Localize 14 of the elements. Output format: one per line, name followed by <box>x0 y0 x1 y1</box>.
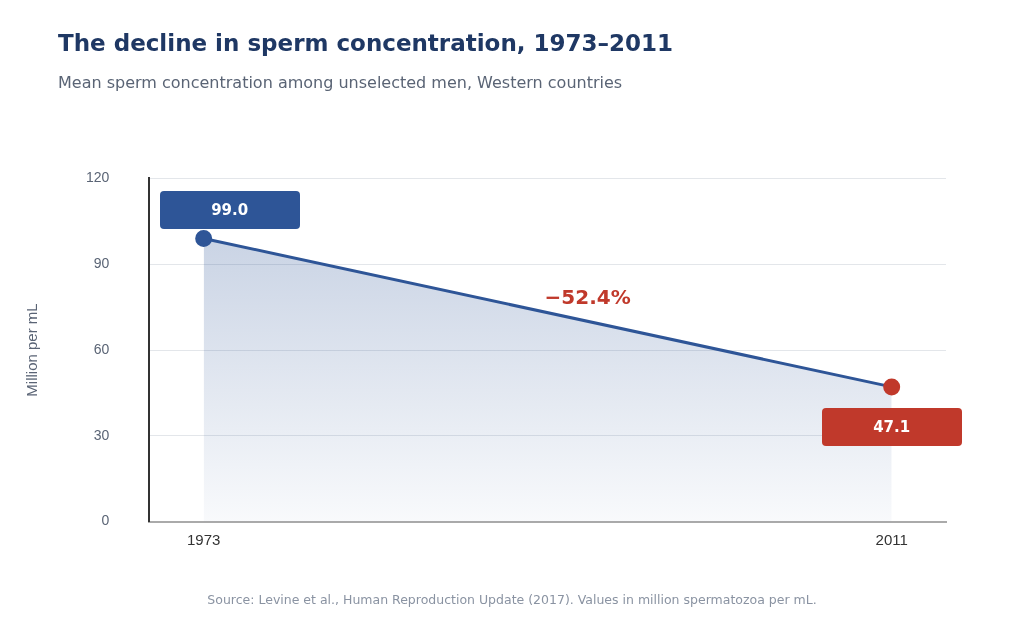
y-tick-label: 60 <box>93 340 110 357</box>
chart-subtitle: Mean sperm concentration among unselected men, Western countries <box>58 73 623 92</box>
x-tick-label: 2011 <box>875 530 908 548</box>
annotation: −52.4% <box>544 284 631 309</box>
y-axis-title: Million per mL <box>23 303 41 397</box>
y-tick-label: 30 <box>93 426 110 443</box>
y-tick-label: 120 <box>86 169 110 186</box>
data-label: 47.1 <box>873 417 911 436</box>
chart-title: The decline in sperm concentration, 1973–2011 <box>58 30 674 56</box>
x-tick-label: 1973 <box>186 530 221 548</box>
data-label: 99.0 <box>211 201 249 220</box>
y-tick-label: 0 <box>101 512 110 529</box>
y-tick-label: 90 <box>93 255 110 272</box>
source-note: Source: Levine et al., Human Reproduction Update (2017). Values in million spermatozoa per mL. <box>206 592 818 607</box>
